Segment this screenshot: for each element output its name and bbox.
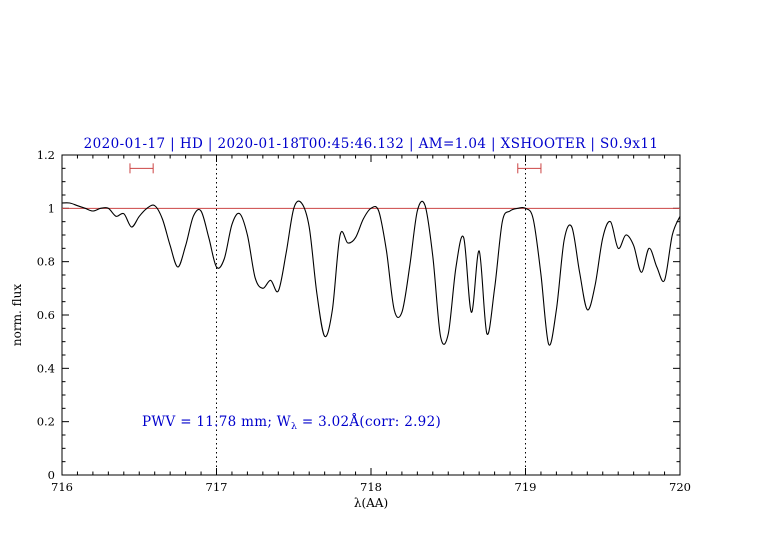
annotation-tail: = 3.02Å(corr: 2.92) bbox=[297, 414, 441, 430]
y-tick-label: 0.8 bbox=[37, 255, 55, 269]
x-tick-label: 719 bbox=[515, 480, 537, 494]
x-tick-label: 717 bbox=[206, 480, 228, 494]
y-tick-label: 0.6 bbox=[37, 308, 55, 322]
annotation-main: PWV = 11.78 mm; W bbox=[142, 414, 291, 430]
x-tick-label: 716 bbox=[51, 480, 73, 494]
y-tick-label: 0.4 bbox=[37, 361, 55, 375]
pwv-annotation: PWV = 11.78 mm; Wλ = 3.02Å(corr: 2.92) bbox=[142, 414, 441, 432]
plot-title: 2020-01-17 | HD | 2020-01-18T00:45:46.13… bbox=[84, 136, 659, 152]
axes-layer: 716 717 718 719 720 0 0.2 0.4 0.6 0.8 1 1.2 bbox=[37, 148, 691, 494]
annotation-lambda-subscript: λ bbox=[291, 421, 297, 432]
y-tick-label: 0.2 bbox=[37, 415, 55, 429]
plot-marks-layer bbox=[61, 155, 681, 475]
y-axis-label: norm. flux bbox=[10, 284, 24, 346]
x-axis-label: λ(AA) bbox=[354, 496, 388, 510]
y-tick-label: 1 bbox=[48, 201, 55, 215]
y-tick-label: 1.2 bbox=[37, 148, 55, 162]
y-tick-label: 0 bbox=[48, 468, 55, 482]
spectrum-line bbox=[61, 200, 681, 346]
x-tick-label: 718 bbox=[360, 480, 382, 494]
x-tick-label: 720 bbox=[669, 480, 691, 494]
